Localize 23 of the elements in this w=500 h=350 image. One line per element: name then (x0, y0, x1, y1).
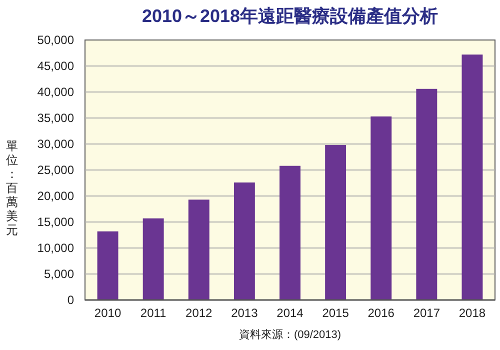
y-tick-label: 20,000 (37, 189, 74, 203)
ylabel: 單位：百萬美元 (6, 139, 18, 237)
y-tick-label: 5,000 (44, 267, 74, 281)
x-tick-label: 2014 (276, 306, 304, 320)
x-tick-label: 2018 (458, 306, 486, 320)
y-tick-label: 35,000 (37, 111, 74, 125)
x-tick-label: 2010 (94, 306, 122, 320)
y-tick-label: 30,000 (37, 137, 74, 151)
y-tick-label: 15,000 (37, 215, 74, 229)
source-note: 資料來源：(09/2013) (238, 328, 342, 341)
title: 2010～2018年遠距醫療設備產值分析 (142, 6, 438, 26)
y-tick-label: 40,000 (37, 85, 74, 99)
y-tick-label: 25,000 (37, 163, 74, 177)
y-tick-label: 0 (67, 293, 74, 307)
x-tick-label: 2015 (322, 306, 350, 320)
x-tick-label: 2013 (231, 306, 258, 320)
x-tick-label: 2012 (186, 306, 213, 320)
y-tick-label: 45,000 (37, 59, 74, 73)
y-tick-label: 10,000 (37, 241, 74, 255)
y-tick-label: 50,000 (37, 33, 74, 47)
x-tick-label: 2011 (140, 306, 167, 320)
x-tick-label: 2016 (368, 306, 395, 320)
x-tick-label: 2017 (413, 306, 440, 320)
